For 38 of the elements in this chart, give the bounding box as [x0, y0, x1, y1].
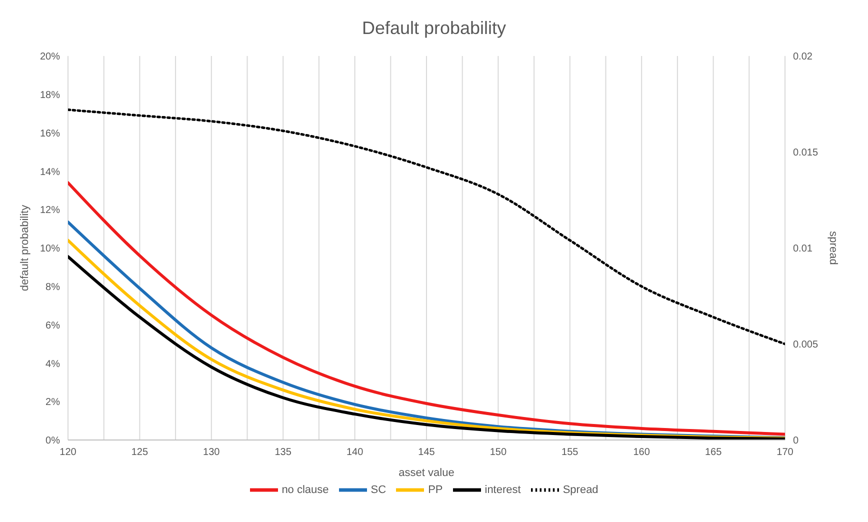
chart-title: Default probability [360, 17, 508, 40]
x-tick-label: 145 [418, 447, 436, 458]
x-tick-label: 165 [704, 447, 722, 458]
legend-label: Spread [562, 484, 598, 496]
x-tick-label: 140 [346, 447, 364, 458]
y-tick-label: 18% [40, 90, 60, 101]
x-tick-label: 155 [562, 447, 579, 458]
y2-tick-label: 0.015 [793, 148, 818, 159]
x-tick-label: 135 [274, 447, 292, 458]
x-tick-label: 130 [203, 447, 220, 458]
legend-label: SC [370, 484, 386, 496]
x-tick-label: 125 [131, 447, 148, 458]
x-axis-title: asset value [398, 467, 454, 479]
x-tick-label: 170 [776, 447, 794, 458]
y2-tick-label: 0.01 [793, 244, 813, 255]
y-tick-label: 2% [46, 397, 60, 408]
y2-tick-label: 0.005 [793, 340, 818, 351]
y-tick-label: 20% [40, 52, 60, 63]
y-tick-label: 12% [40, 205, 60, 216]
y-tick-label: 0% [46, 436, 60, 447]
x-tick-label: 160 [633, 447, 650, 458]
y-tick-label: 10% [40, 244, 60, 255]
x-tick-label: 150 [490, 447, 507, 458]
y2-tick-label: 0.02 [793, 52, 813, 63]
y2-axis-title: spread [827, 231, 840, 265]
legend-label: PP [428, 484, 443, 496]
y-tick-label: 4% [46, 358, 60, 370]
y-tick-label: 6% [46, 320, 60, 332]
legend-label: no clause [282, 484, 329, 496]
line-series [68, 181, 785, 436]
legend-label: interest [484, 484, 521, 496]
y2-tick-label: 0 [793, 436, 799, 447]
x-tick-label: 120 [60, 447, 77, 458]
y-axis-title: default probability [18, 204, 31, 292]
y-tick-label: 14% [40, 166, 60, 178]
line-series [68, 108, 785, 346]
y-tick-label: 8% [46, 282, 60, 293]
y-tick-label: 16% [40, 128, 60, 140]
